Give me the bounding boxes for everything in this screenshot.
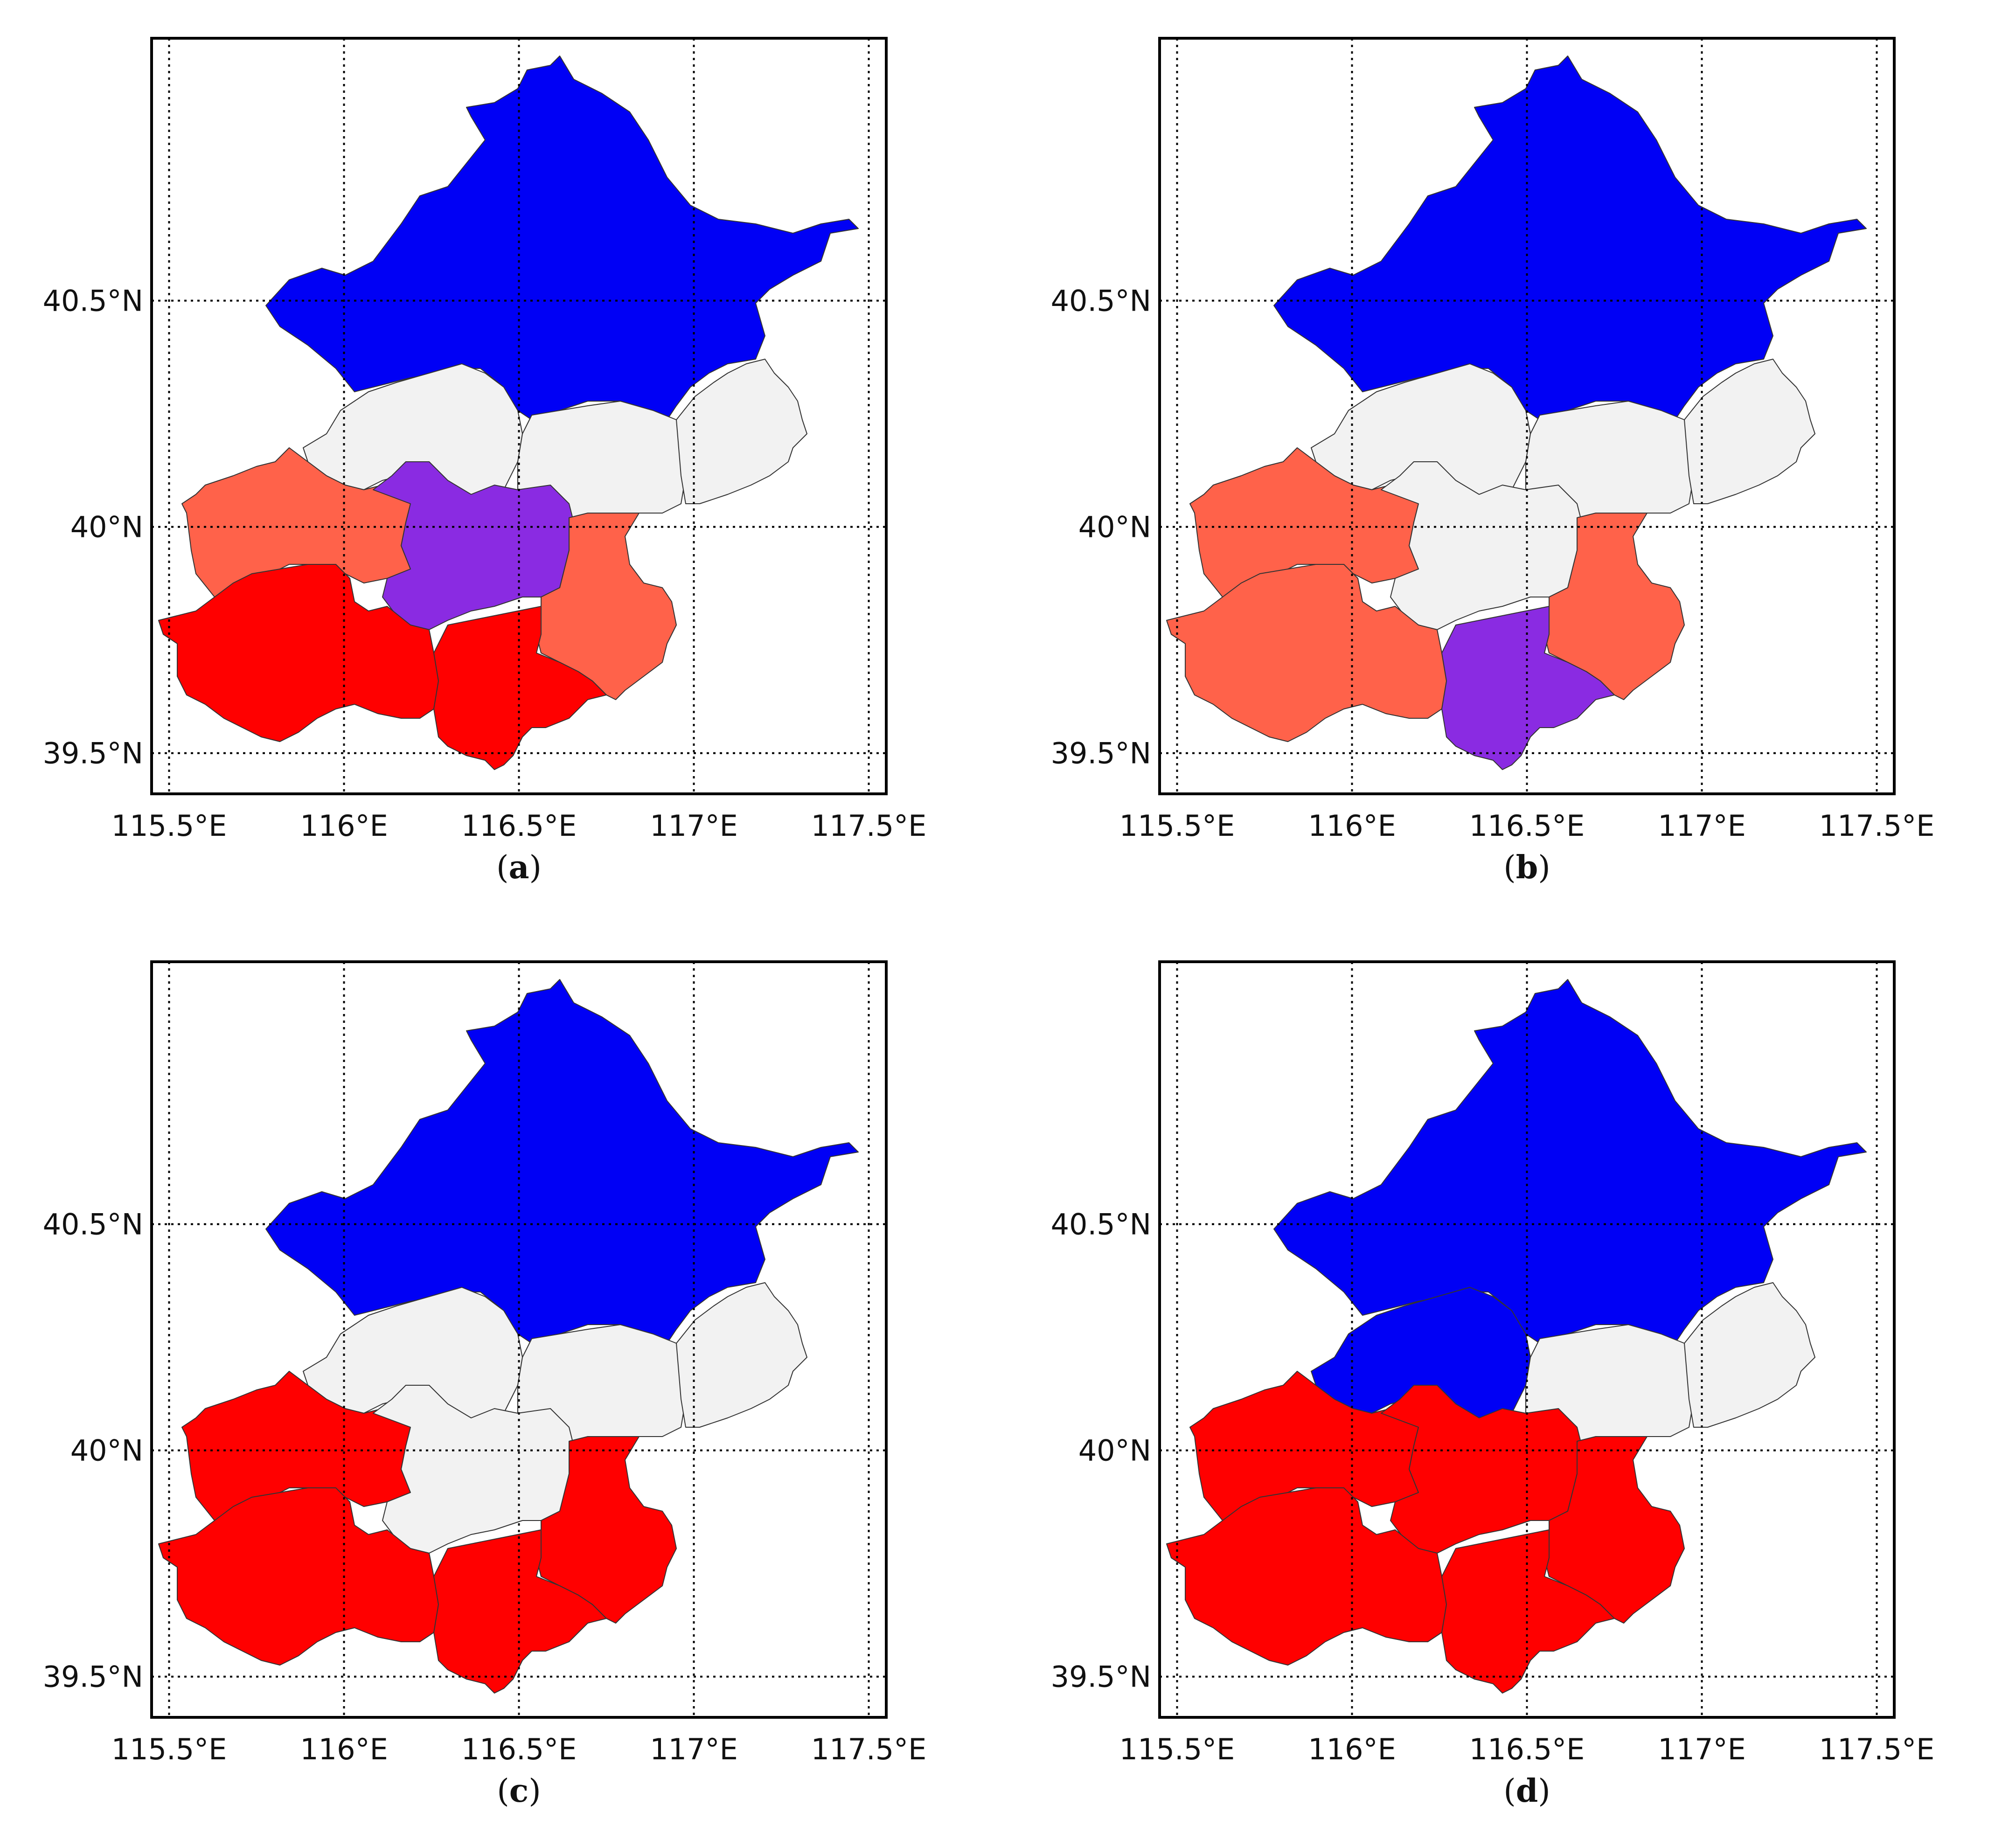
lon-tick-label: 115.5°E (111, 1732, 227, 1766)
district-regions (158, 56, 859, 770)
district-south (433, 1529, 607, 1694)
district-mid-e (1684, 1282, 1815, 1428)
district-center (373, 1385, 574, 1554)
lon-tick-label: 116.5°E (461, 809, 577, 843)
lon-tick-label: 116.5°E (461, 1732, 577, 1766)
lon-tick-label: 116°E (1308, 809, 1396, 843)
map-panel-d: 115.5°E 116°E 116.5°E 117°E 117.5°E 40.5°N 40°… (1008, 924, 2016, 1847)
lon-tick-label: 115.5°E (111, 809, 227, 843)
lon-tick-label: 117°E (1658, 1732, 1746, 1766)
lat-tick-label: 40°N (70, 1434, 143, 1468)
map-panel-b: 115.5°E 116°E 116.5°E 117°E 117.5°E 40.5°N 40°… (1008, 0, 2016, 924)
lon-tick-label: 117.5°E (1819, 809, 1935, 843)
map-panel-a: 115.5°E 116°E 116.5°E 117°E 117.5°E 40.5°N 40°… (0, 0, 1008, 924)
map-svg: 115.5°E 116°E 116.5°E 117°E 117.5°E 40.5°N 40°… (43, 960, 927, 1766)
district-south (433, 606, 607, 770)
panel-caption: (c) (497, 1772, 541, 1810)
panel-caption: (b) (1503, 849, 1550, 886)
lat-tick-label: 40.5°N (43, 284, 143, 318)
lon-tick-label: 115.5°E (1119, 1732, 1235, 1766)
lon-tick-label: 117°E (1658, 809, 1746, 843)
district-north (265, 56, 859, 420)
panel-caption: (d) (1503, 1772, 1550, 1810)
lat-tick-label: 39.5°N (1051, 1660, 1151, 1694)
district-south (1441, 606, 1615, 770)
lon-tick-label: 116°E (300, 1732, 388, 1766)
district-north (265, 979, 859, 1344)
lon-tick-label: 117.5°E (811, 809, 927, 843)
lon-tick-label: 117°E (650, 809, 738, 843)
lon-tick-label: 116.5°E (1469, 1732, 1585, 1766)
lat-tick-label: 40.5°N (1051, 1208, 1151, 1242)
lat-tick-label: 39.5°N (43, 736, 143, 771)
map-panel-c: 115.5°E 116°E 116.5°E 117°E 117.5°E 40.5°N 40°… (0, 924, 1008, 1847)
panel-caption: (a) (496, 849, 542, 886)
district-mid-e (676, 1282, 807, 1428)
lat-tick-label: 40.5°N (43, 1208, 143, 1242)
district-regions (1166, 56, 1867, 770)
lon-tick-label: 115.5°E (1119, 809, 1235, 843)
lon-tick-label: 117.5°E (1819, 1732, 1935, 1766)
district-regions (158, 979, 859, 1694)
map-svg: 115.5°E 116°E 116.5°E 117°E 117.5°E 40.5°N 40°… (43, 37, 927, 843)
map-frame (1158, 960, 1896, 1719)
district-mid-e (1684, 359, 1815, 504)
lon-tick-label: 116°E (1308, 1732, 1396, 1766)
lon-tick-label: 117°E (650, 1732, 738, 1766)
district-north (1273, 56, 1867, 420)
map-svg: 115.5°E 116°E 116.5°E 117°E 117.5°E 40.5°N 40°… (1051, 960, 1935, 1766)
lat-tick-label: 40°N (1078, 510, 1151, 544)
lon-tick-label: 116.5°E (1469, 809, 1585, 843)
district-center (1381, 1385, 1582, 1554)
lat-tick-label: 40°N (70, 510, 143, 544)
lat-tick-label: 39.5°N (43, 1660, 143, 1694)
map-frame (150, 37, 888, 795)
lon-tick-label: 116°E (300, 809, 388, 843)
district-regions (1166, 979, 1867, 1694)
lat-tick-label: 39.5°N (1051, 736, 1151, 771)
district-north (1273, 979, 1867, 1344)
lat-tick-label: 40°N (1078, 1434, 1151, 1468)
district-mid-e (676, 359, 807, 504)
district-south (1441, 1529, 1615, 1694)
district-center (373, 461, 574, 630)
district-center (1381, 461, 1582, 630)
map-frame (1158, 37, 1896, 795)
map-frame (150, 960, 888, 1719)
lon-tick-label: 117.5°E (811, 1732, 927, 1766)
lat-tick-label: 40.5°N (1051, 284, 1151, 318)
map-svg: 115.5°E 116°E 116.5°E 117°E 117.5°E 40.5°N 40°… (1051, 37, 1935, 843)
